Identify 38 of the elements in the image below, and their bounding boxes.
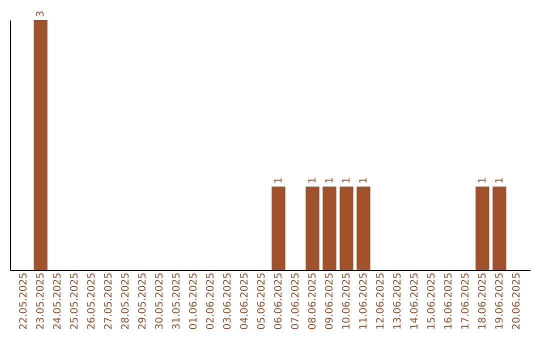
data-label: 1 [341, 177, 352, 184]
data-label: 1 [273, 177, 284, 184]
x-tick-label: 27.05.2025 [104, 272, 115, 330]
x-tick-label: 15.06.2025 [426, 272, 438, 330]
x-tick-label: 26.05.2025 [86, 272, 98, 330]
x-tick-label: 23.05.2025 [36, 272, 47, 330]
data-label: 1 [358, 177, 370, 184]
x-tick-label: 08.06.2025 [307, 272, 318, 330]
x-tick-label: 13.06.2025 [392, 272, 404, 330]
x-tick-label: 25.05.2025 [70, 272, 81, 330]
x-tick-label: 28.05.2025 [120, 272, 132, 330]
x-tick-label: 11.06.2025 [358, 272, 370, 330]
x-tick-label: 20.06.2025 [511, 272, 522, 330]
data-label: 1 [324, 177, 336, 184]
x-tick-label: 07.06.2025 [290, 272, 302, 330]
x-tick-label: 19.06.2025 [494, 272, 506, 330]
x-tick-label: 03.06.2025 [222, 272, 234, 330]
x-tick-label: 30.05.2025 [154, 272, 166, 330]
x-tick-label: 05.06.2025 [256, 272, 268, 330]
x-tick-label: 31.05.2025 [172, 272, 183, 330]
x-tick-label: 14.06.2025 [409, 272, 420, 330]
x-tick-label: 06.06.2025 [273, 272, 284, 330]
x-tick-label: 16.06.2025 [443, 272, 454, 330]
x-tick-label: 02.06.2025 [206, 272, 217, 330]
data-label: 1 [477, 177, 488, 184]
x-tick-label: 01.06.2025 [188, 272, 200, 330]
data-label: 3 [36, 10, 47, 17]
x-tick-label: 29.05.2025 [138, 272, 149, 330]
x-tick-label: 24.05.2025 [52, 272, 64, 330]
x-tick-label: 22.05.2025 [18, 272, 30, 330]
x-tick-label: 10.06.2025 [341, 272, 352, 330]
data-label: 1 [494, 177, 506, 184]
x-tick-label: 04.06.2025 [240, 272, 251, 330]
x-tick-label: 17.06.2025 [460, 272, 472, 330]
data-label: 1 [307, 177, 318, 184]
x-tick-label: 09.06.2025 [324, 272, 336, 330]
x-tick-label: 12.06.2025 [375, 272, 386, 330]
x-tick-label: 18.06.2025 [477, 272, 488, 330]
